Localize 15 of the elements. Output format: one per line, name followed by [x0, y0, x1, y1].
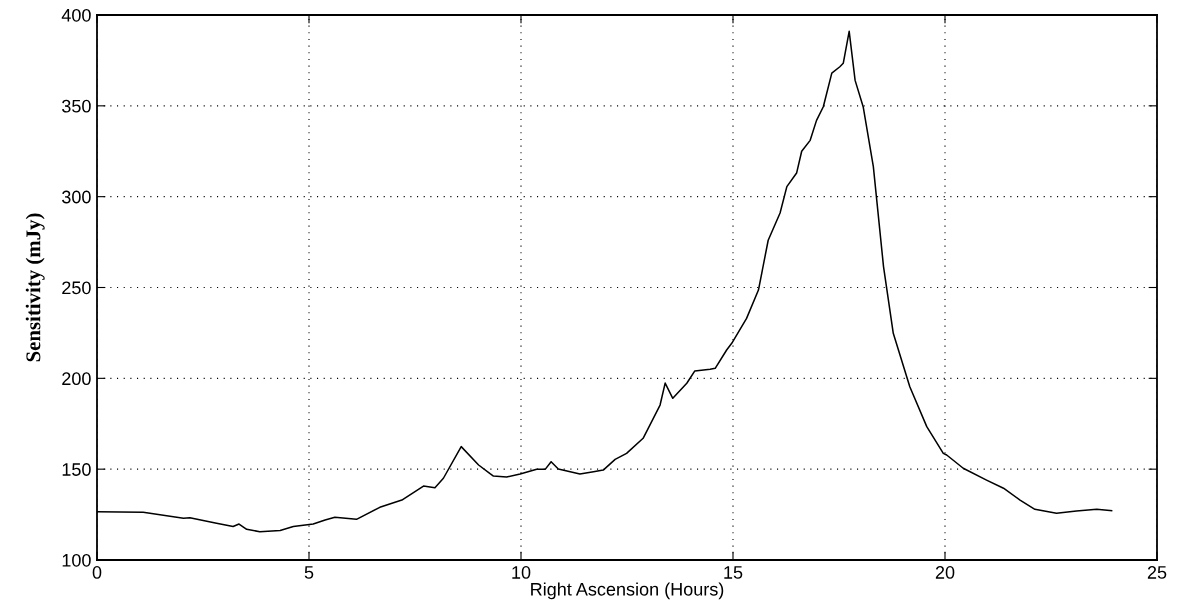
x-axis-title: Right Ascension (Hours) [531, 582, 724, 600]
y-tick-label: 200 [62, 372, 91, 386]
x-tick-label: 25 [1147, 566, 1167, 579]
y-tick-label: 350 [62, 99, 91, 113]
x-tick-label: 10 [512, 566, 531, 579]
x-tick-label: 0 [92, 566, 102, 579]
x-tick-label: 15 [724, 566, 743, 579]
y-tick-label: 400 [61, 8, 91, 22]
y-tick-label: 300 [62, 190, 91, 204]
y-axis-title: Sensitivity (mJy) [25, 213, 45, 362]
y-tick-label: 100 [62, 553, 91, 567]
x-tick-label: 20 [935, 566, 955, 579]
y-tick-label: 150 [62, 463, 91, 476]
x-tick-label: 5 [304, 566, 314, 579]
y-tick-label: 250 [62, 281, 91, 295]
